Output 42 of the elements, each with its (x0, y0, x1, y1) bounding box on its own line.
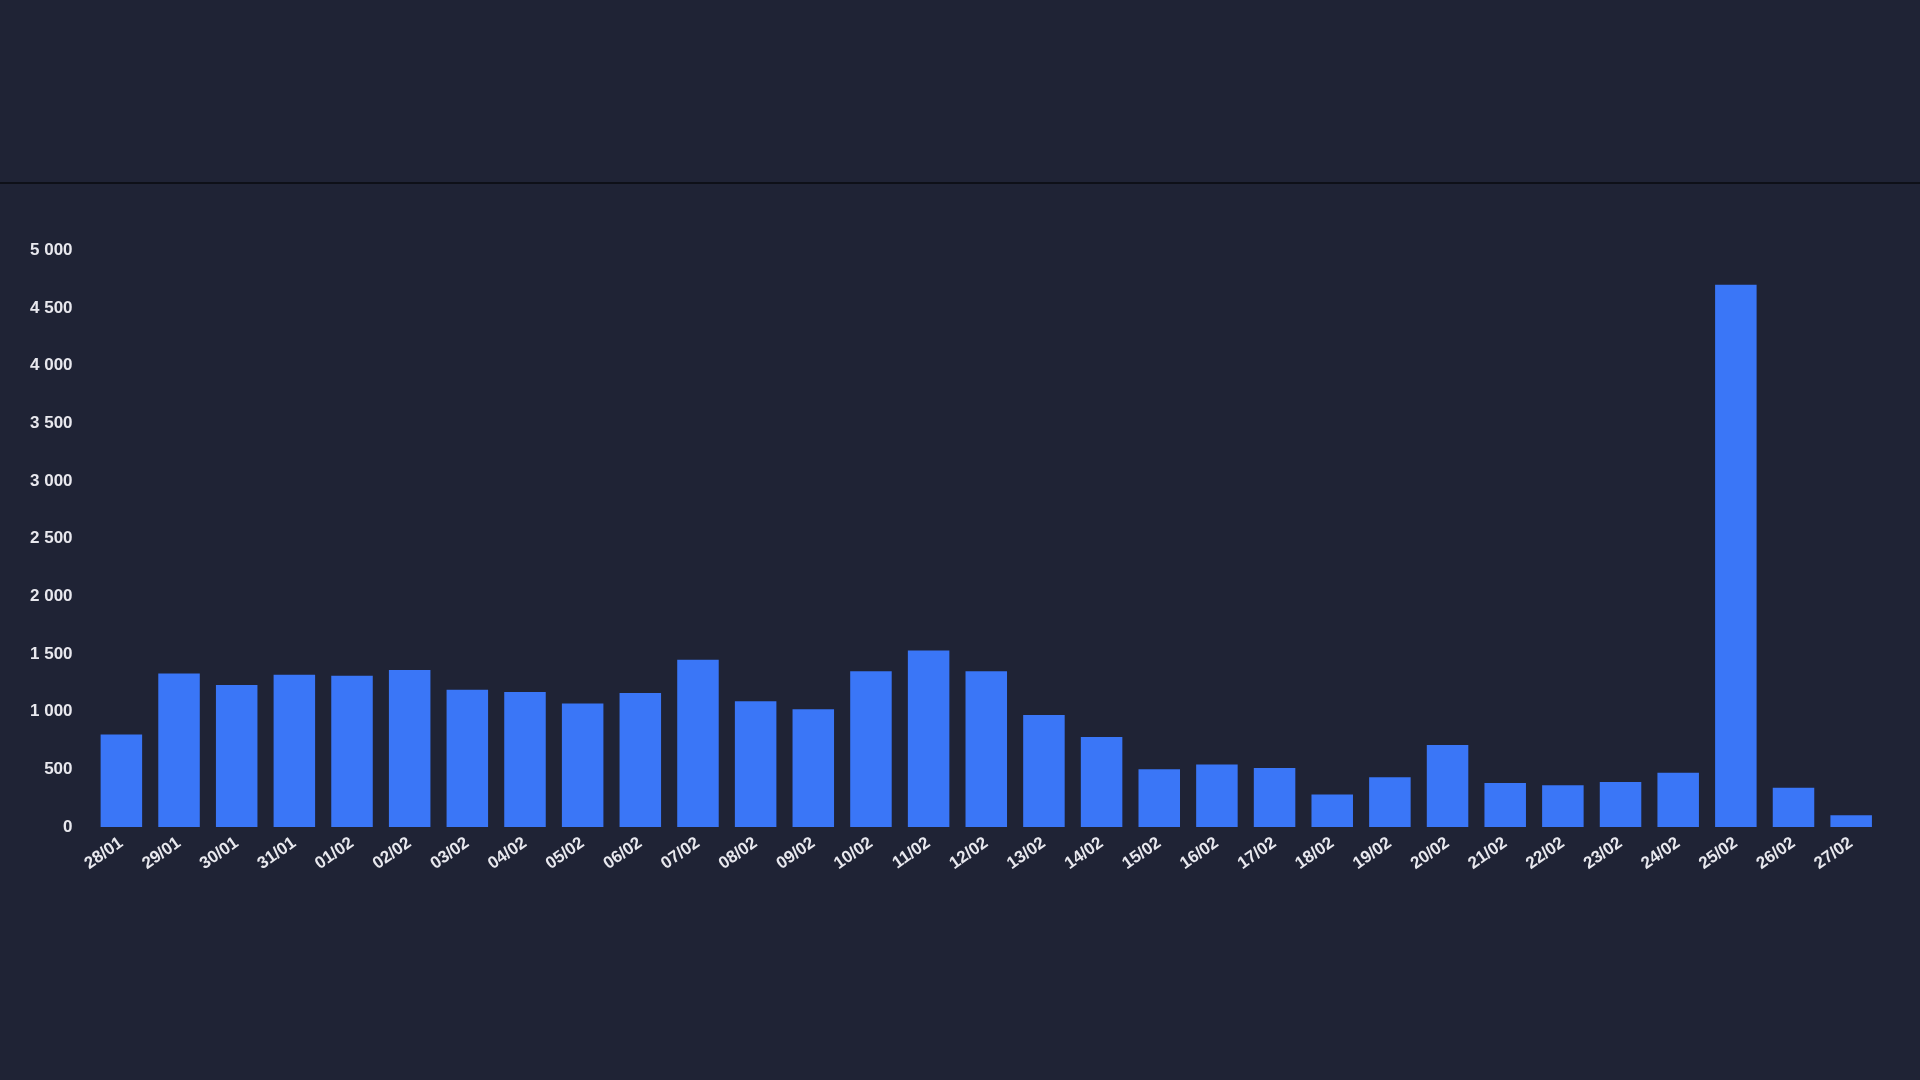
bar (561, 703, 604, 827)
bar (1138, 769, 1181, 827)
bar (100, 734, 143, 827)
y-tick-label: 2 500 (29, 528, 73, 548)
y-tick-label: 4 000 (29, 355, 73, 375)
bar (1426, 745, 1469, 827)
bar (677, 659, 719, 827)
bar (850, 671, 892, 827)
bar (1253, 768, 1296, 827)
bar (1196, 764, 1238, 827)
bar (734, 701, 777, 827)
y-tick-label: 500 (44, 758, 73, 778)
bar (1772, 787, 1815, 827)
bar (504, 691, 546, 827)
bar (792, 709, 835, 827)
y-tick-label: 3 000 (29, 470, 73, 490)
y-tick-label: 1 500 (29, 643, 73, 663)
y-tick-label: 3 500 (29, 412, 73, 432)
bar (1369, 777, 1411, 827)
bar (158, 673, 200, 827)
bar (1311, 794, 1353, 827)
bar (1599, 781, 1642, 827)
bar (965, 671, 1008, 827)
y-tick-label: 2 000 (29, 585, 73, 605)
bar (1542, 785, 1584, 827)
bar (215, 685, 258, 827)
y-tick-label: 0 (63, 816, 73, 836)
bar (1080, 736, 1123, 827)
bar (273, 674, 316, 827)
y-tick-label: 5 000 (29, 239, 73, 259)
bar (1023, 715, 1065, 827)
y-tick-label: 4 500 (29, 297, 73, 317)
bar (619, 693, 662, 827)
bar (1657, 772, 1699, 827)
bar (388, 670, 431, 827)
bar (1715, 284, 1757, 827)
y-tick-label: 1 000 (29, 701, 73, 721)
bar (1484, 783, 1526, 827)
bar (331, 675, 373, 827)
bar (1830, 815, 1872, 827)
bar (907, 650, 950, 827)
bar (446, 689, 489, 827)
